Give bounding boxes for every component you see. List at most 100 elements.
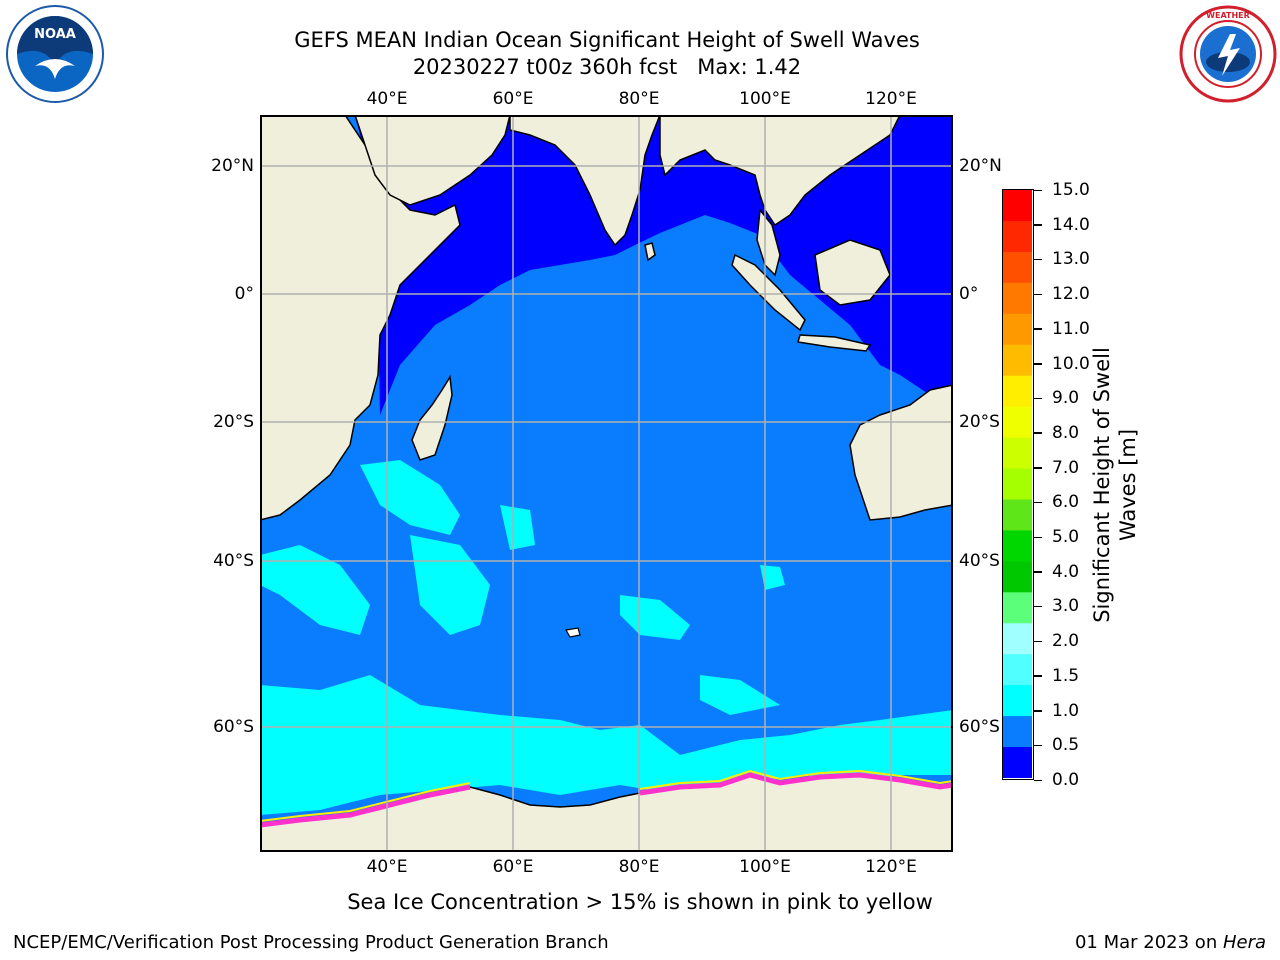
mid-swell-patch-4 bbox=[500, 505, 535, 550]
colorbar-swatch bbox=[1003, 251, 1032, 284]
lat-tick-left-60s: 60°S bbox=[213, 717, 254, 737]
producer-credit: NCEP/EMC/Verification Post Processing Pr… bbox=[13, 932, 609, 953]
lon-tick-bottom-80e: 80°E bbox=[618, 857, 660, 877]
colorbar-tick-label: 0.0 bbox=[1052, 770, 1080, 790]
colorbar-tick-label: 15.0 bbox=[1052, 180, 1090, 200]
colorbar-tick-mark bbox=[1034, 640, 1042, 643]
lon-tick-top-100e: 100°E bbox=[739, 89, 791, 109]
colorbar bbox=[1002, 189, 1034, 780]
national-weather-service-logo: WEATHER bbox=[1178, 4, 1278, 104]
sea-ice-fringe-east-yellow bbox=[639, 769, 953, 790]
colorbar-tick-label: 10.0 bbox=[1052, 353, 1090, 374]
lat-tick-right-0: 0° bbox=[959, 284, 979, 304]
map-svg bbox=[260, 115, 953, 852]
colorbar-tick-label: 7.0 bbox=[1052, 457, 1080, 478]
colorbar-title-line1: Significant Height of Swell bbox=[1090, 347, 1114, 623]
colorbar-tick-label: 11.0 bbox=[1052, 318, 1090, 339]
lon-tick-bottom-120e: 120°E bbox=[865, 857, 917, 877]
colorbar-tick-mark bbox=[1034, 605, 1042, 608]
colorbar-tick-label: 8.0 bbox=[1052, 422, 1080, 443]
india-land bbox=[509, 115, 661, 247]
run-date: 01 Mar 2023 on Hera bbox=[1075, 932, 1266, 953]
colorbar-swatch bbox=[1003, 437, 1032, 470]
colorbar-swatch bbox=[1003, 313, 1032, 346]
kerguelen-island bbox=[565, 627, 581, 638]
mid-swell-patch-3 bbox=[410, 535, 490, 635]
map-subtitle: 20230227 t00z 360h fcst Max: 1.42 bbox=[412, 55, 802, 79]
sumatra-land bbox=[731, 253, 806, 332]
colorbar-tick-label: 1.5 bbox=[1052, 665, 1080, 686]
colorbar-swatch bbox=[1003, 220, 1032, 253]
colorbar-tick-label: 9.0 bbox=[1052, 388, 1080, 409]
map-border bbox=[260, 115, 953, 852]
colorbar-tick-mark bbox=[1034, 189, 1042, 191]
lon-tick-top-120e: 120°E bbox=[865, 89, 917, 109]
lat-tick-left-20n: 20°N bbox=[211, 156, 254, 176]
colorbar-swatch bbox=[1003, 716, 1032, 748]
colorbar-tick-label: 6.0 bbox=[1052, 492, 1080, 513]
colorbar-swatches bbox=[1003, 190, 1032, 778]
australia-land bbox=[849, 384, 953, 521]
colorbar-tick-mark bbox=[1034, 224, 1042, 226]
lat-tick-right-60s: 60°S bbox=[959, 717, 1000, 737]
colorbar-swatch bbox=[1003, 499, 1032, 531]
mid-swell-patch-6 bbox=[760, 565, 785, 590]
colorbar-swatch bbox=[1003, 623, 1032, 655]
lat-tick-right-20s: 20°S bbox=[959, 412, 1000, 432]
sea-ice-fringe-east bbox=[639, 772, 953, 796]
colorbar-tick-label: 13.0 bbox=[1052, 249, 1090, 270]
colorbar-swatch bbox=[1003, 375, 1032, 408]
colorbar-tick-mark bbox=[1034, 293, 1042, 296]
colorbar-tick-label: 4.0 bbox=[1052, 561, 1080, 582]
colorbar-swatch bbox=[1003, 406, 1032, 439]
colorbar-tick-mark bbox=[1034, 571, 1042, 573]
lon-tick-bottom-60e: 60°E bbox=[492, 857, 534, 877]
lon-tick-bottom-40e: 40°E bbox=[366, 857, 408, 877]
graticule bbox=[260, 115, 953, 852]
colorbar-title-line2: Waves [m] bbox=[1116, 428, 1140, 542]
run-date-text: 01 Mar 2023 on bbox=[1074, 932, 1223, 953]
svg-text:WEATHER: WEATHER bbox=[1206, 11, 1250, 20]
colorbar-tick-mark bbox=[1034, 328, 1042, 330]
arabia-land bbox=[354, 115, 511, 206]
lat-tick-left-40s: 40°S bbox=[213, 551, 254, 571]
colorbar-swatch bbox=[1003, 654, 1032, 686]
colorbar-swatch bbox=[1003, 685, 1032, 717]
sri-lanka-land bbox=[644, 242, 656, 262]
colorbar-swatch bbox=[1003, 468, 1032, 500]
java-land bbox=[797, 334, 872, 352]
lat-tick-right-40s: 40°S bbox=[959, 551, 1000, 571]
colorbar-swatch bbox=[1003, 561, 1032, 593]
sea-ice-fringe-yellow bbox=[260, 782, 471, 822]
colorbar-swatch bbox=[1003, 747, 1032, 778]
colorbar-tick-mark bbox=[1034, 779, 1042, 781]
lon-tick-top-80e: 80°E bbox=[618, 89, 660, 109]
colorbar-tick-mark bbox=[1034, 675, 1042, 677]
lon-tick-bottom-100e: 100°E bbox=[739, 857, 791, 877]
lon-tick-top-40e: 40°E bbox=[366, 89, 408, 109]
sea-ice-note: Sea Ice Concentration > 15% is shown in … bbox=[347, 890, 933, 914]
colorbar-tick-mark bbox=[1034, 432, 1042, 434]
map-title: GEFS MEAN Indian Ocean Significant Heigh… bbox=[294, 28, 920, 52]
southern-swell-band bbox=[260, 675, 953, 815]
colorbar-swatch bbox=[1003, 190, 1032, 222]
colorbar-tick-label: 3.0 bbox=[1052, 596, 1080, 617]
mid-swell-patch-5 bbox=[620, 595, 690, 640]
mid-swell-patch-1 bbox=[260, 545, 370, 635]
mid-swell-patch-2 bbox=[360, 460, 460, 535]
southeast-asia-land bbox=[659, 115, 901, 227]
colorbar-tick-mark bbox=[1034, 744, 1042, 747]
colorbar-tick-label: 2.0 bbox=[1052, 631, 1080, 652]
lat-tick-left-20s: 20°S bbox=[213, 412, 254, 432]
lat-tick-left-0: 0° bbox=[234, 284, 254, 304]
colorbar-swatch bbox=[1003, 592, 1032, 624]
borneo-land bbox=[814, 239, 891, 306]
svg-text:NOAA: NOAA bbox=[34, 27, 76, 42]
malay-peninsula-land bbox=[756, 208, 781, 277]
colorbar-swatch bbox=[1003, 344, 1032, 377]
mid-swell-patch-7 bbox=[700, 675, 780, 715]
noaa-logo: NOAA bbox=[5, 4, 105, 104]
colorbar-tick-mark bbox=[1034, 710, 1042, 712]
colorbar-tick-mark bbox=[1034, 397, 1042, 400]
colorbar-swatch bbox=[1003, 530, 1032, 562]
